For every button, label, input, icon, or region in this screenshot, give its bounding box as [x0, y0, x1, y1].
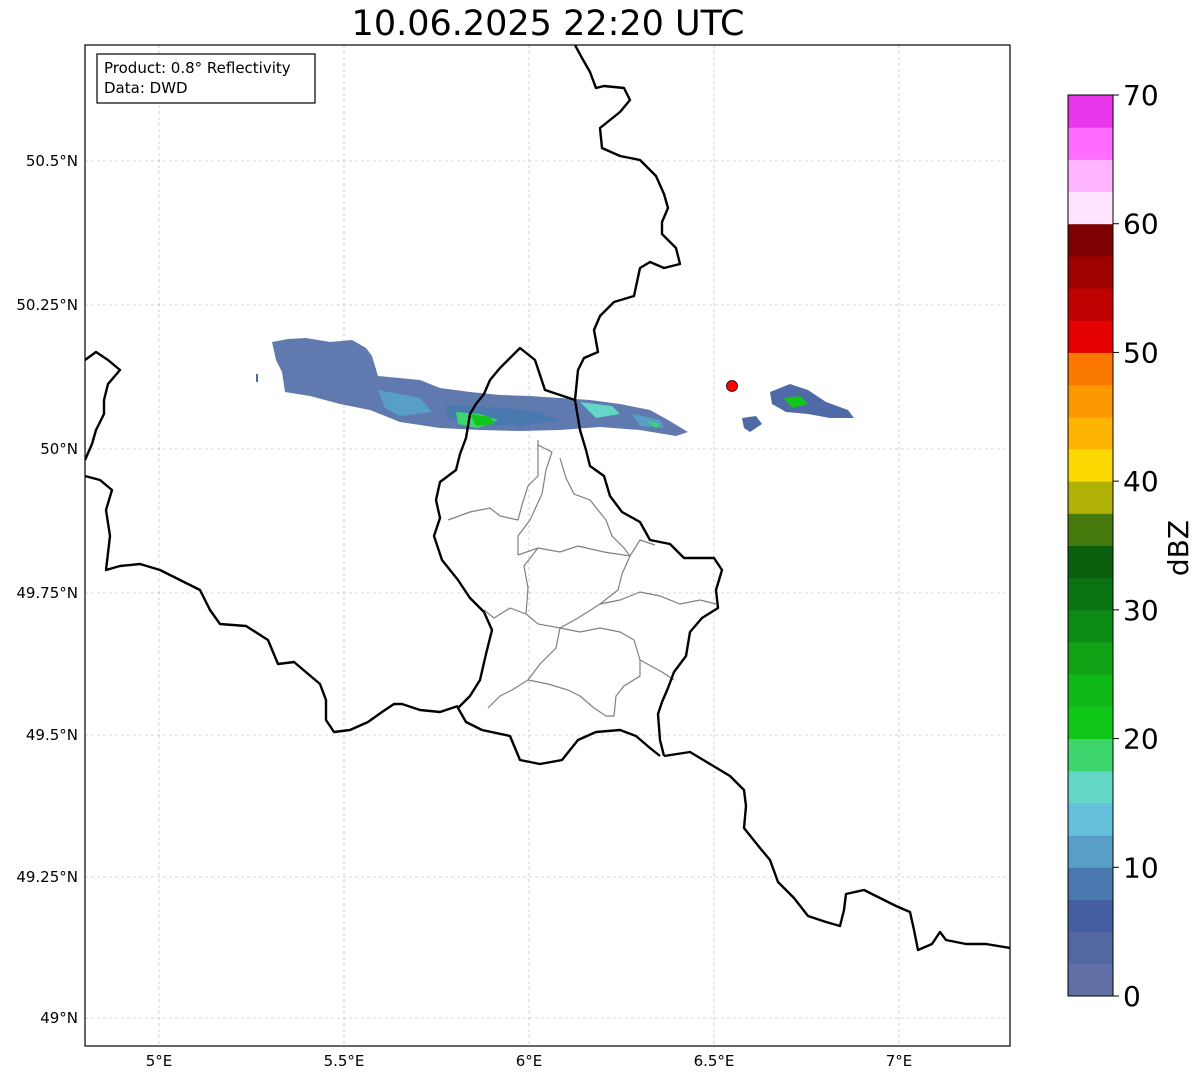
colorbar-segments: [1068, 95, 1113, 997]
country-borders: [85, 45, 1010, 952]
colorbar-segment: [1068, 545, 1113, 579]
colorbar-segment: [1068, 384, 1113, 418]
lon-label: 6.5°E: [694, 1052, 735, 1070]
lat-label: 49.5°N: [26, 726, 78, 744]
colorbar-segment: [1068, 738, 1113, 772]
lat-label: 49.75°N: [16, 584, 78, 602]
colorbar-segment: [1068, 931, 1113, 965]
lon-label: 5°E: [146, 1052, 173, 1070]
colorbar-segment: [1068, 416, 1113, 450]
lon-label: 7°E: [886, 1052, 913, 1070]
colorbar-segment: [1068, 867, 1113, 900]
colorbar-ticks: 0 10 20 30 40 50 60 70: [1113, 79, 1159, 1013]
internal-boundaries: [447, 440, 717, 717]
colorbar-tick-label: 30: [1123, 594, 1159, 627]
info-box: Product: 0.8° Reflectivity Data: DWD: [96, 53, 316, 104]
radar-site-marker: [726, 380, 738, 392]
colorbar-tick-label: 0: [1123, 980, 1141, 1013]
colorbar-segment: [1068, 320, 1113, 353]
lat-label: 50.5°N: [26, 152, 78, 170]
colorbar-tick-label: 60: [1123, 208, 1159, 241]
colorbar-tick-label: 40: [1123, 465, 1159, 498]
lat-label: 50°N: [40, 440, 78, 458]
longitude-labels: 5°E 5.5°E 6°E 6.5°E 7°E: [146, 1052, 913, 1070]
lat-label: 49°N: [40, 1009, 78, 1027]
colorbar-segment: [1068, 609, 1113, 643]
colorbar-segment: [1068, 255, 1113, 289]
colorbar-frame: [1067, 94, 1114, 997]
map-title: 10.06.2025 22:20 UTC: [351, 4, 745, 44]
colorbar-segment: [1068, 642, 1113, 675]
colorbar-tick-label: 50: [1123, 336, 1159, 369]
colorbar-segment: [1068, 448, 1113, 482]
colorbar-label: dBZ: [1162, 520, 1195, 576]
colorbar-segment: [1068, 352, 1113, 386]
latitude-labels: 50.5°N 50.25°N 50°N 49.75°N 49.5°N 49.25…: [16, 152, 78, 1027]
colorbar-segment: [1068, 513, 1113, 546]
colorbar-segment: [1068, 835, 1113, 868]
colorbar-segment: [1068, 288, 1113, 321]
gridlines: [85, 45, 1010, 1046]
lat-label: 49.25°N: [16, 868, 78, 886]
lat-label: 50.25°N: [16, 296, 78, 314]
info-box-product: Product: 0.8° Reflectivity: [104, 59, 291, 77]
colorbar-segment: [1068, 481, 1113, 514]
map-frame: [84, 44, 1011, 1047]
colorbar-segment: [1068, 706, 1113, 740]
info-box-source: Data: DWD: [104, 79, 188, 97]
colorbar-segment: [1068, 191, 1113, 225]
colorbar-tick-label: 20: [1123, 723, 1159, 756]
colorbar-segment: [1068, 674, 1113, 707]
colorbar-segment: [1068, 963, 1113, 997]
colorbar-segment: [1068, 899, 1113, 933]
lon-label: 5.5°E: [324, 1052, 365, 1070]
colorbar-tick-label: 10: [1123, 851, 1159, 884]
colorbar-segment: [1068, 802, 1113, 836]
lon-label: 6°E: [516, 1052, 543, 1070]
colorbar-segment: [1068, 770, 1113, 804]
colorbar-segment: [1068, 577, 1113, 611]
colorbar-segment: [1068, 127, 1113, 160]
colorbar-segment: [1068, 159, 1113, 193]
colorbar-segment: [1068, 223, 1113, 257]
colorbar: 0 10 20 30 40 50 60 70 dBZ: [1067, 79, 1195, 1013]
colorbar-tick-label: 70: [1123, 79, 1159, 112]
colorbar-segment: [1068, 95, 1113, 128]
radar-echoes: [256, 338, 854, 436]
